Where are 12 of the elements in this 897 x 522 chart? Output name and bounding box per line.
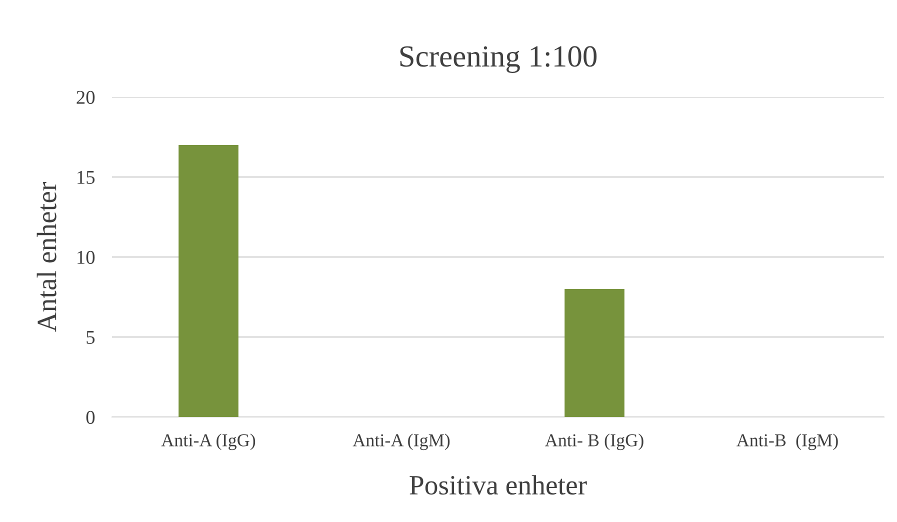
y-tick-label: 0 <box>86 410 95 424</box>
x-tick-label: Anti-A (IgM) <box>352 434 450 450</box>
y-tick-label: 10 <box>78 250 95 264</box>
x-tick-label: Anti-A (IgG) <box>161 434 256 450</box>
y-tick-label: 20 <box>76 90 95 104</box>
y-axis-title: Antal enheter <box>36 182 56 332</box>
x-tick-label: Anti-B (IgM) <box>736 434 838 450</box>
chart-title: Screening 1:100 <box>400 46 597 74</box>
x-tick-label: Anti- B (IgG) <box>545 434 644 450</box>
x-axis-title: Positiva enheter <box>410 475 587 495</box>
y-tick-label: 5 <box>86 331 95 344</box>
y-tick-label: 15 <box>78 170 95 184</box>
